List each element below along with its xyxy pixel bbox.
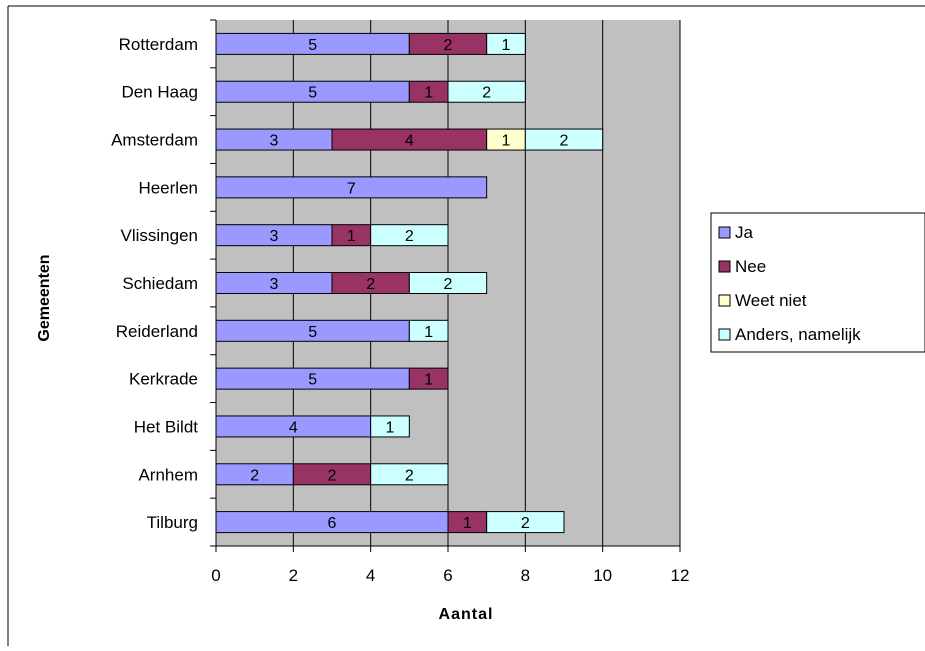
data-label: 5 bbox=[308, 372, 317, 389]
data-label: 5 bbox=[308, 85, 317, 102]
data-label: 1 bbox=[424, 324, 433, 341]
legend-swatch bbox=[718, 260, 731, 273]
legend-label: Anders, namelijk bbox=[735, 325, 861, 344]
bar-segment bbox=[408, 367, 449, 390]
category-label: Arnhem bbox=[138, 465, 198, 484]
data-label: 2 bbox=[444, 37, 453, 54]
x-tick-label: 8 bbox=[521, 566, 530, 585]
data-label: 1 bbox=[347, 228, 356, 245]
x-tick-label: 12 bbox=[671, 566, 690, 585]
data-label: 2 bbox=[521, 515, 530, 532]
bar-segment bbox=[370, 224, 449, 247]
data-label: 4 bbox=[405, 133, 414, 150]
bar-segment bbox=[486, 32, 526, 55]
data-label: 4 bbox=[289, 419, 298, 436]
category-label: Amsterdam bbox=[111, 131, 198, 150]
data-label: 1 bbox=[386, 419, 395, 436]
data-label: 1 bbox=[502, 37, 511, 54]
data-label: 6 bbox=[328, 515, 337, 532]
bar-segment bbox=[370, 415, 410, 438]
bar-segment bbox=[524, 128, 604, 151]
data-label: 2 bbox=[366, 276, 375, 293]
legend-label: Nee bbox=[735, 257, 766, 276]
legend-swatch bbox=[718, 294, 731, 307]
data-label: 5 bbox=[308, 324, 317, 341]
data-label: 2 bbox=[482, 85, 491, 102]
legend-swatch bbox=[718, 328, 731, 341]
legend-label: Ja bbox=[735, 223, 754, 242]
data-label: 5 bbox=[308, 37, 317, 54]
data-label: 1 bbox=[424, 85, 433, 102]
data-label: 2 bbox=[444, 276, 453, 293]
category-label: Rotterdam bbox=[119, 35, 198, 54]
x-tick-label: 2 bbox=[289, 566, 298, 585]
data-label: 3 bbox=[270, 276, 279, 293]
category-label: Reiderland bbox=[116, 322, 198, 341]
x-tick-label: 4 bbox=[366, 566, 375, 585]
category-label: Heerlen bbox=[138, 178, 198, 197]
bar-segment bbox=[370, 463, 449, 486]
category-label: Tilburg bbox=[147, 513, 198, 532]
data-label: 3 bbox=[270, 133, 279, 150]
data-label: 3 bbox=[270, 228, 279, 245]
data-label: 2 bbox=[328, 467, 337, 484]
category-label: Het Bildt bbox=[134, 417, 199, 436]
data-label: 2 bbox=[250, 467, 259, 484]
legend-box bbox=[710, 212, 925, 353]
category-label: Schiedam bbox=[122, 274, 198, 293]
x-tick-label: 10 bbox=[593, 566, 612, 585]
data-label: 2 bbox=[560, 133, 569, 150]
y-axis-title: Gemeenten bbox=[36, 254, 53, 341]
data-label: 1 bbox=[463, 515, 472, 532]
bar-segment bbox=[408, 319, 449, 342]
data-label: 1 bbox=[424, 372, 433, 389]
bar-segment bbox=[408, 272, 488, 294]
data-label: 2 bbox=[405, 228, 414, 245]
data-label: 7 bbox=[347, 180, 356, 197]
data-label: 1 bbox=[502, 133, 511, 150]
x-tick-label: 0 bbox=[211, 566, 220, 585]
data-label: 2 bbox=[405, 467, 414, 484]
category-label: Kerkrade bbox=[129, 370, 198, 389]
category-label: Den Haag bbox=[121, 83, 198, 102]
legend-swatch bbox=[718, 226, 731, 239]
bar-segment bbox=[486, 511, 565, 534]
legend-label: Weet niet bbox=[735, 291, 807, 310]
x-axis-title: Aantal bbox=[439, 606, 494, 623]
category-label: Vlissingen bbox=[121, 226, 199, 245]
x-tick-label: 6 bbox=[443, 566, 452, 585]
bar-segment bbox=[447, 80, 526, 103]
